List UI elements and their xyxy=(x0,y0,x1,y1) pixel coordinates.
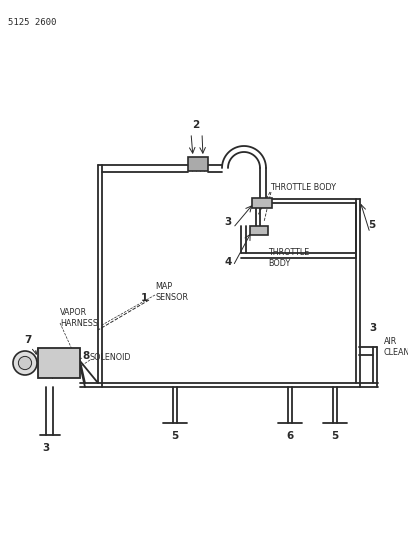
Text: 5: 5 xyxy=(368,220,375,230)
Text: 5: 5 xyxy=(331,431,339,441)
Text: 3: 3 xyxy=(225,217,232,227)
Text: 8: 8 xyxy=(82,351,89,361)
Text: 7: 7 xyxy=(24,335,32,345)
Text: AIR
CLEANER: AIR CLEANER xyxy=(384,337,408,357)
Text: 5: 5 xyxy=(171,431,179,441)
Text: 1: 1 xyxy=(141,293,148,303)
Text: THROTTLE
BODY: THROTTLE BODY xyxy=(268,248,309,268)
Bar xyxy=(250,226,268,235)
Text: 4: 4 xyxy=(225,257,232,267)
Text: MAP
SENSOR: MAP SENSOR xyxy=(155,282,188,302)
Text: SOLENOID: SOLENOID xyxy=(90,353,131,362)
Text: 5125 2600: 5125 2600 xyxy=(8,18,56,27)
Text: 3: 3 xyxy=(369,323,377,333)
Bar xyxy=(38,348,80,378)
Text: 3: 3 xyxy=(42,443,50,453)
Bar xyxy=(188,157,208,171)
Text: 2: 2 xyxy=(193,120,200,130)
Text: 6: 6 xyxy=(286,431,294,441)
Bar xyxy=(252,198,272,208)
Text: VAPOR
HARNESS: VAPOR HARNESS xyxy=(60,308,98,328)
Text: THROTTLE BODY: THROTTLE BODY xyxy=(270,183,336,192)
Circle shape xyxy=(13,351,37,375)
Circle shape xyxy=(18,357,31,369)
